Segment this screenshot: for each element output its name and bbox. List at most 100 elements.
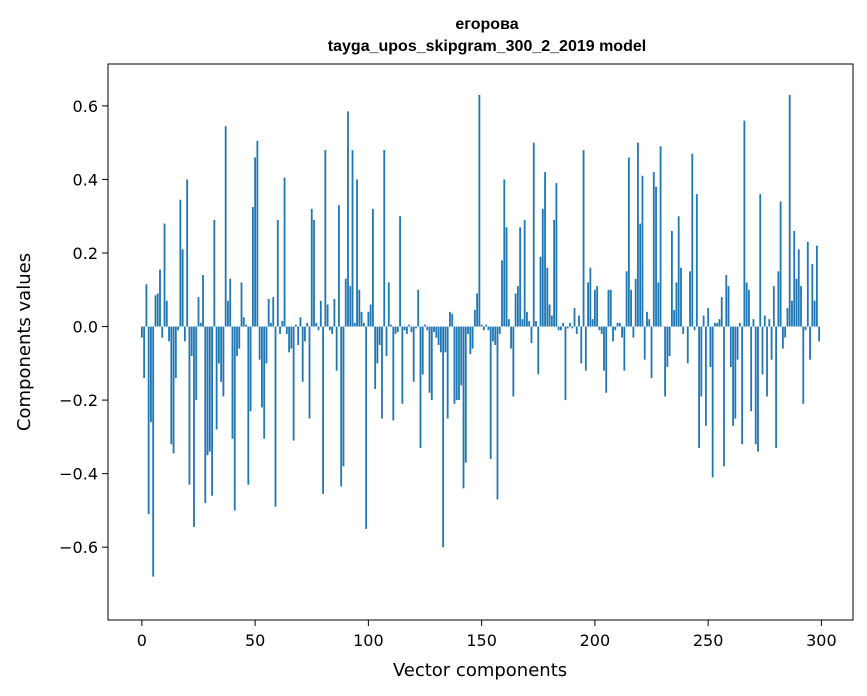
bar bbox=[637, 142, 639, 327]
bar bbox=[618, 322, 621, 327]
y-axis-label: Components values bbox=[14, 253, 35, 431]
y-tick-label: −0.2 bbox=[59, 391, 98, 410]
y-tick-label: 0.2 bbox=[73, 244, 98, 263]
bar bbox=[761, 326, 764, 375]
bar bbox=[299, 317, 302, 327]
bar bbox=[573, 308, 576, 327]
bar bbox=[612, 326, 614, 342]
bar bbox=[745, 282, 748, 327]
bar bbox=[818, 326, 821, 342]
bar bbox=[657, 282, 660, 327]
bar bbox=[394, 326, 397, 334]
bar bbox=[476, 293, 479, 327]
bar bbox=[779, 201, 782, 327]
bar bbox=[494, 326, 497, 345]
bar bbox=[292, 326, 295, 441]
bar bbox=[666, 326, 669, 368]
bar bbox=[220, 326, 223, 382]
bar bbox=[514, 293, 517, 327]
bar bbox=[480, 324, 483, 327]
bar bbox=[390, 324, 392, 327]
bar bbox=[467, 326, 469, 334]
bar bbox=[313, 219, 315, 327]
bar bbox=[632, 326, 635, 338]
bar bbox=[498, 326, 501, 334]
bar bbox=[315, 322, 318, 327]
bar bbox=[392, 326, 395, 421]
bar bbox=[283, 177, 286, 327]
bar bbox=[516, 286, 519, 327]
bar bbox=[621, 326, 623, 338]
bar bbox=[716, 322, 719, 327]
bar bbox=[650, 326, 653, 379]
bar bbox=[786, 308, 789, 327]
bar bbox=[217, 326, 220, 364]
y-tick-label: 0.4 bbox=[73, 170, 98, 189]
bar bbox=[399, 216, 401, 327]
bar bbox=[772, 286, 775, 327]
bar bbox=[489, 326, 492, 459]
bar bbox=[403, 326, 406, 331]
y-tick-label: 0.6 bbox=[73, 97, 98, 116]
bar bbox=[172, 326, 175, 454]
bar bbox=[677, 216, 680, 327]
bar bbox=[469, 326, 472, 355]
bar bbox=[526, 311, 528, 327]
bar bbox=[680, 267, 682, 327]
bar bbox=[646, 311, 648, 327]
bar bbox=[668, 326, 671, 356]
bar bbox=[709, 326, 712, 368]
x-axis-label: Vector components bbox=[393, 660, 567, 681]
bar bbox=[140, 326, 143, 338]
bar bbox=[639, 223, 642, 327]
bar bbox=[682, 326, 685, 334]
bar bbox=[600, 326, 603, 334]
bar bbox=[444, 326, 447, 353]
bar bbox=[736, 326, 739, 360]
bar bbox=[331, 326, 334, 334]
bar bbox=[704, 326, 707, 426]
bar bbox=[553, 219, 556, 327]
bar bbox=[328, 326, 331, 331]
bar bbox=[288, 326, 290, 353]
bar bbox=[766, 326, 768, 397]
bar bbox=[378, 326, 381, 345]
bar bbox=[340, 326, 343, 487]
bar bbox=[695, 194, 698, 327]
bar bbox=[748, 289, 750, 327]
bar bbox=[174, 326, 177, 379]
bar bbox=[236, 326, 238, 356]
bar bbox=[462, 326, 465, 489]
bar bbox=[240, 282, 243, 327]
bar bbox=[227, 300, 229, 327]
bar bbox=[297, 326, 300, 345]
x-tick-label: 150 bbox=[466, 631, 497, 650]
bar bbox=[734, 326, 737, 419]
bar bbox=[451, 313, 454, 327]
bar bbox=[319, 300, 322, 327]
bar bbox=[793, 230, 796, 327]
bar bbox=[455, 326, 458, 401]
bar bbox=[428, 326, 431, 393]
bar bbox=[170, 326, 173, 445]
bar bbox=[598, 326, 601, 331]
bar bbox=[702, 315, 705, 327]
bar bbox=[693, 326, 696, 331]
bar bbox=[376, 326, 379, 364]
bar bbox=[165, 300, 168, 327]
bar bbox=[596, 286, 599, 327]
bar bbox=[326, 304, 329, 327]
x-tick-label: 0 bbox=[137, 631, 147, 650]
y-tick-label: −0.4 bbox=[59, 465, 98, 484]
y-tick-label: 0.0 bbox=[73, 318, 98, 337]
bar bbox=[492, 326, 494, 342]
bar bbox=[523, 219, 526, 327]
bar bbox=[430, 326, 433, 401]
bar bbox=[698, 326, 700, 448]
bar bbox=[186, 179, 189, 327]
bar bbox=[732, 326, 734, 426]
x-tick-label: 250 bbox=[693, 631, 724, 650]
bar bbox=[510, 326, 512, 349]
bar bbox=[664, 326, 667, 397]
bar bbox=[446, 326, 449, 419]
